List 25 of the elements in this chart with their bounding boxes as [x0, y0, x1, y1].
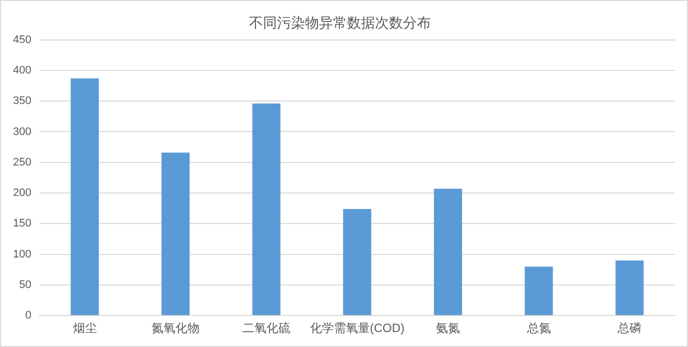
y-tick-label: 200 — [12, 187, 32, 200]
y-tick-label: 50 — [19, 278, 32, 291]
chart-title: 不同污染物异常数据次数分布 — [249, 14, 431, 30]
bar — [161, 152, 190, 316]
bar — [70, 78, 99, 316]
bar — [252, 104, 280, 316]
x-tick-label: 总氮 — [526, 321, 551, 336]
x-tick-label: 烟尘 — [72, 321, 97, 336]
x-tick-label: 氨氮 — [436, 321, 460, 336]
y-tick-label: 350 — [12, 95, 32, 108]
y-tick-label: 0 — [25, 310, 32, 322]
x-tick-label: 化学需氧量(COD) — [310, 321, 405, 336]
y-tick-label: 400 — [12, 64, 32, 76]
y-tick-label: 300 — [12, 126, 32, 138]
x-tick-label: 二氧化硫 — [242, 321, 290, 336]
y-tick-label: 100 — [12, 248, 32, 260]
y-tick-label: 450 — [12, 34, 32, 46]
bar — [434, 188, 462, 316]
y-tick-label: 250 — [12, 156, 32, 168]
y-tick-label: 150 — [12, 218, 32, 230]
bar — [524, 266, 553, 316]
x-tick-label: 氮氧化物 — [152, 321, 200, 336]
x-tick-label: 总磷 — [616, 321, 642, 336]
bar — [343, 208, 372, 316]
bar — [616, 260, 644, 316]
